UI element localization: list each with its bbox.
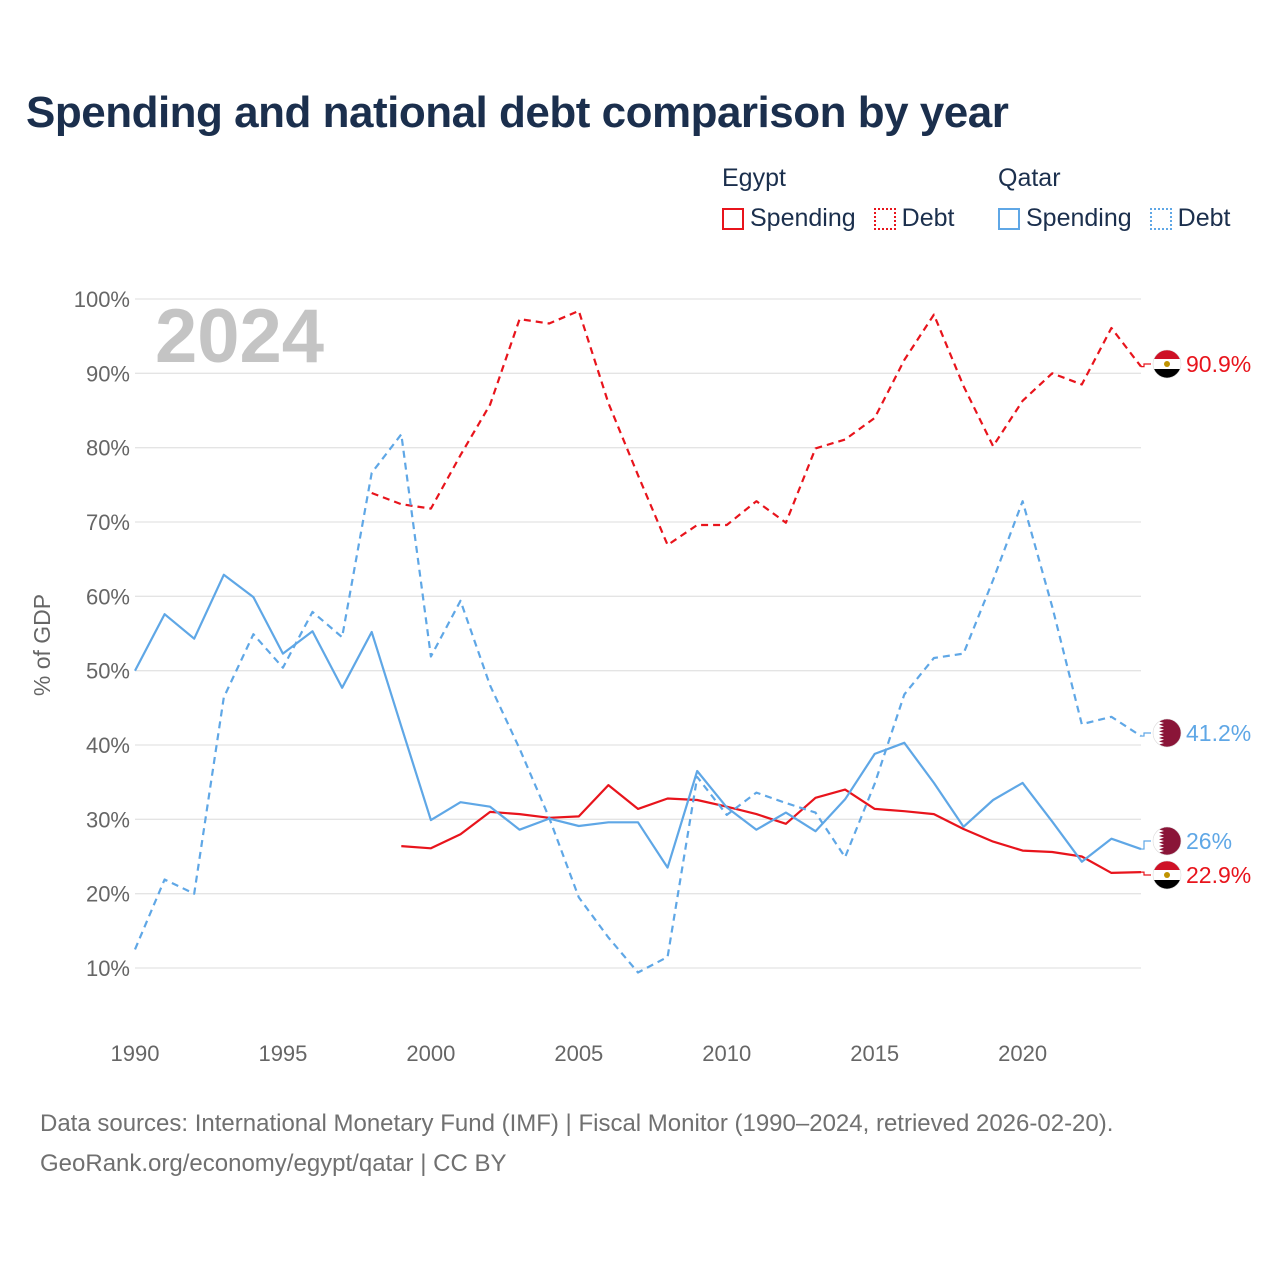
- y-axis-label: % of GDP: [29, 594, 55, 696]
- series: [133, 309, 1142, 974]
- legend-group-name: Qatar: [998, 164, 1061, 192]
- legend-label: Spending: [750, 204, 856, 232]
- legend-group-egypt: Egypt Spending Debt: [722, 162, 972, 233]
- legend-label: Debt: [901, 204, 955, 232]
- end-connector: [1141, 871, 1151, 876]
- qatar-flag-icon: [1153, 827, 1181, 855]
- x-tick-label: 2020: [998, 1041, 1047, 1066]
- legend-item-qatar-spending[interactable]: Spending: [998, 204, 1132, 233]
- series-line-egypt-debt[interactable]: [371, 309, 1142, 547]
- flag-stripe: [1153, 350, 1181, 359]
- footer: Data sources: International Monetary Fun…: [40, 1104, 1113, 1184]
- x-tick-label: 2015: [850, 1041, 899, 1066]
- flag-stripe: [1153, 880, 1181, 889]
- x-tick-label: 1995: [258, 1041, 307, 1066]
- y-tick-label: 90%: [86, 361, 130, 386]
- x-axis: 1990 1995 2000 2005 2010 2015 2020: [111, 1041, 1048, 1066]
- end-value-label: 22.9%: [1186, 862, 1251, 888]
- x-tick-label: 1990: [111, 1041, 160, 1066]
- egypt-flag-icon: [1153, 350, 1181, 378]
- end-value-label: 41.2%: [1186, 720, 1251, 746]
- series-line-qatar-debt[interactable]: [133, 433, 1142, 974]
- y-tick-label: 50%: [86, 659, 130, 684]
- end-value-label: 26%: [1186, 828, 1232, 854]
- y-tick-label: 20%: [86, 882, 130, 907]
- x-tick-label: 2010: [702, 1041, 751, 1066]
- chart-title: Spending and national debt comparison by…: [26, 88, 1009, 137]
- legend-group-name: Egypt: [722, 164, 786, 192]
- end-connector: [1141, 840, 1151, 850]
- legend-item-egypt-debt[interactable]: Debt: [873, 204, 955, 233]
- end-labels: 90.9% 22.9% 41.2% 26%: [1141, 349, 1251, 890]
- series-line-egypt-spending[interactable]: [401, 783, 1142, 875]
- flag-outline: [1152, 860, 1182, 890]
- legend-group-qatar: Qatar Spending Debt: [998, 162, 1248, 233]
- series-line-qatar-spending[interactable]: [134, 573, 1142, 869]
- end-connector: [1141, 363, 1151, 368]
- y-tick-label: 70%: [86, 510, 130, 535]
- y-tick-label: 60%: [86, 584, 130, 609]
- x-tick-label: 2000: [406, 1041, 455, 1066]
- legend-item-qatar-debt[interactable]: Debt: [1149, 204, 1231, 233]
- data-source-note: Data sources: International Monetary Fun…: [40, 1110, 1114, 1137]
- legend-swatch: [873, 207, 896, 230]
- qatar-flag-icon: [1153, 719, 1181, 747]
- end-value-label: 90.9%: [1186, 351, 1251, 377]
- year-watermark: 2024: [155, 294, 324, 379]
- y-axis: 10% 20% 30% 40% 50% 60% 70% 80% 90% 100%: [74, 287, 130, 981]
- legend-label: Debt: [1177, 204, 1231, 232]
- flag-emblem: [1164, 361, 1170, 367]
- y-tick-label: 100%: [74, 287, 130, 312]
- legend-label: Spending: [1026, 204, 1132, 232]
- flag-emblem: [1164, 872, 1170, 878]
- y-tick-label: 40%: [86, 733, 130, 758]
- legend-swatch: [998, 207, 1020, 230]
- x-tick-label: 2005: [554, 1041, 603, 1066]
- flag-stripe: [1153, 369, 1181, 378]
- legend-swatch: [722, 207, 744, 230]
- flag-outline: [1152, 826, 1182, 856]
- legend-swatch: [1149, 207, 1172, 230]
- legend-item-egypt-spending[interactable]: Spending: [722, 204, 856, 233]
- flag-stripe: [1153, 861, 1181, 870]
- egypt-flag-icon: [1153, 861, 1181, 889]
- flag-outline: [1152, 718, 1182, 748]
- flag-outline: [1152, 349, 1182, 379]
- end-connector: [1141, 732, 1151, 737]
- y-tick-label: 10%: [86, 956, 130, 981]
- y-tick-label: 80%: [86, 436, 130, 461]
- gridlines: [135, 298, 1141, 969]
- attribution-link[interactable]: GeoRank.org/economy/egypt/qatar | CC BY: [40, 1150, 507, 1177]
- y-tick-label: 30%: [86, 807, 130, 832]
